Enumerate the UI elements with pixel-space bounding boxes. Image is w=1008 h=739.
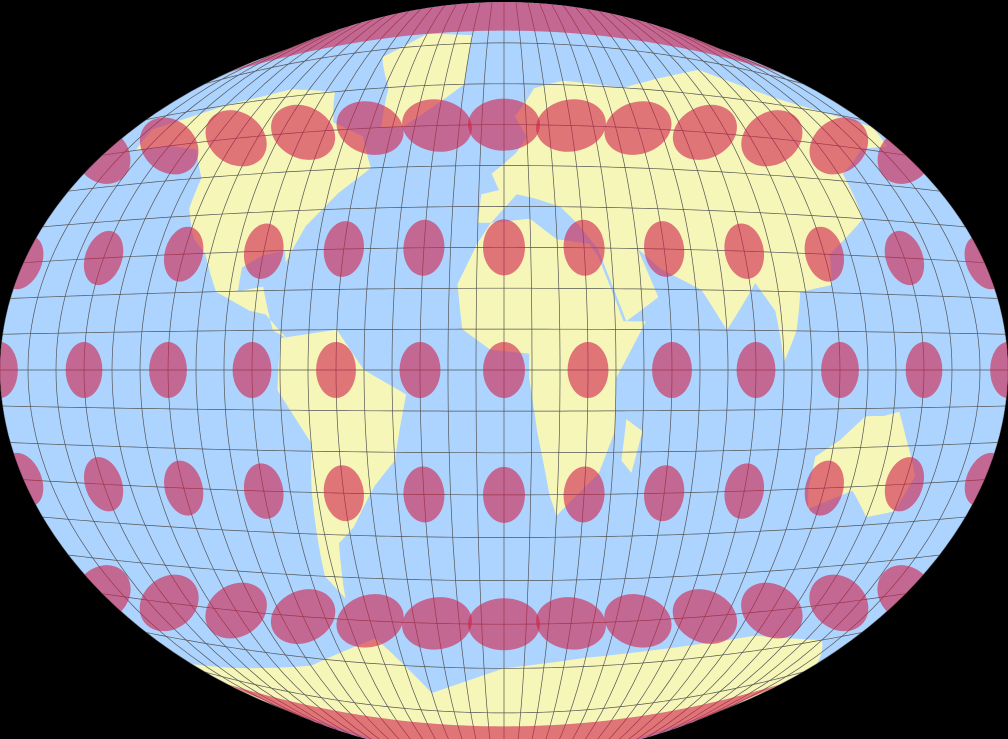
tissot-indicatrix xyxy=(741,582,803,639)
tissot-indicatrix xyxy=(483,466,525,523)
tissot-indicatrix xyxy=(741,110,803,167)
parallel-line xyxy=(10,442,998,454)
landmass-africa xyxy=(457,218,646,516)
parallel-line xyxy=(42,516,966,538)
tissot-indicatrix xyxy=(83,457,124,512)
tissot-indicatrix xyxy=(884,457,925,512)
tissot-indicatrix xyxy=(139,117,199,175)
tissot-indicatrix xyxy=(243,463,284,519)
tissot-indicatrix xyxy=(402,597,472,650)
parallel-line xyxy=(204,42,804,85)
tissot-indicatrix xyxy=(65,342,103,398)
tissot-indicatrix xyxy=(563,466,605,523)
tissot-indicatrix xyxy=(403,219,445,276)
tissot-indicatrix xyxy=(884,230,925,286)
tissot-indicatrix xyxy=(323,221,364,277)
tissot-indicatrix xyxy=(804,460,844,516)
tissot-indicatrix xyxy=(672,104,737,160)
tissot-indicatrix xyxy=(536,597,606,650)
tissot-indicatrix xyxy=(205,582,267,639)
tissot-indicatrix xyxy=(821,342,859,398)
tissot-indicatrix xyxy=(243,223,284,279)
tissot-indicatrix xyxy=(672,589,738,644)
parallel-line xyxy=(204,671,804,714)
tissot-indicatrix xyxy=(336,594,404,648)
tissot-indicatrix xyxy=(402,99,472,152)
tissot-indicatrix xyxy=(644,221,685,277)
landmass-south-america xyxy=(277,329,407,599)
tissot-indicatrix xyxy=(644,465,685,522)
tissot-indicatrix xyxy=(604,594,672,648)
tissot-indicatrix xyxy=(316,342,356,398)
tissot-indicatrix xyxy=(536,99,606,152)
tissot-indicatrix xyxy=(0,342,18,398)
tissot-indicatrix xyxy=(483,219,525,276)
tissot-indicatrix xyxy=(809,574,869,632)
tissot-indicatrix xyxy=(468,598,540,651)
tissot-indicatrix xyxy=(83,230,124,286)
tissot-indicatrix xyxy=(163,226,204,282)
tissot-indicatrix xyxy=(804,226,845,282)
south-polar-band xyxy=(226,684,782,739)
tissot-indicatrix xyxy=(736,342,776,398)
tissot-indicatrix xyxy=(809,117,869,175)
parallel-line xyxy=(146,632,862,669)
tissot-indicatrix xyxy=(724,463,765,519)
tissot-indicatrix xyxy=(205,110,267,167)
tissot-indicatrix xyxy=(139,574,199,632)
tissot-indicatrix xyxy=(271,104,336,160)
landmass-madagascar xyxy=(621,419,643,473)
parallel-line xyxy=(146,83,862,120)
parallel-line xyxy=(42,206,966,228)
parallel-line xyxy=(68,165,940,192)
tissot-indicatrix xyxy=(149,342,187,398)
tissot-indicatrix xyxy=(604,101,672,155)
tissot-indicatrix xyxy=(652,342,692,398)
tissot-indicatrix xyxy=(468,98,540,151)
tissot-indicatrix xyxy=(164,460,204,516)
parallel-line xyxy=(2,405,1006,412)
parallel-line xyxy=(10,287,998,299)
tissot-indicatrix xyxy=(270,589,336,644)
tissot-indicatrix xyxy=(990,342,1008,398)
tissot-indicatrix xyxy=(563,219,605,276)
tissot-indicatrix xyxy=(403,466,445,523)
landmass-greenland xyxy=(381,33,473,128)
tissot-indicatrix xyxy=(567,342,609,398)
tissot-indicatrix xyxy=(483,342,525,398)
north-polar-band xyxy=(226,2,782,73)
tissot-indicatrix xyxy=(323,465,364,522)
parallel-line xyxy=(68,554,940,581)
tissot-indicatrix xyxy=(905,342,943,398)
parallel-line xyxy=(2,328,1006,335)
tissot-indicatrix xyxy=(232,342,272,398)
tissot-indicatrix xyxy=(724,223,765,279)
tissot-indicatrix xyxy=(399,342,441,398)
tissot-indicatrix xyxy=(336,101,404,155)
